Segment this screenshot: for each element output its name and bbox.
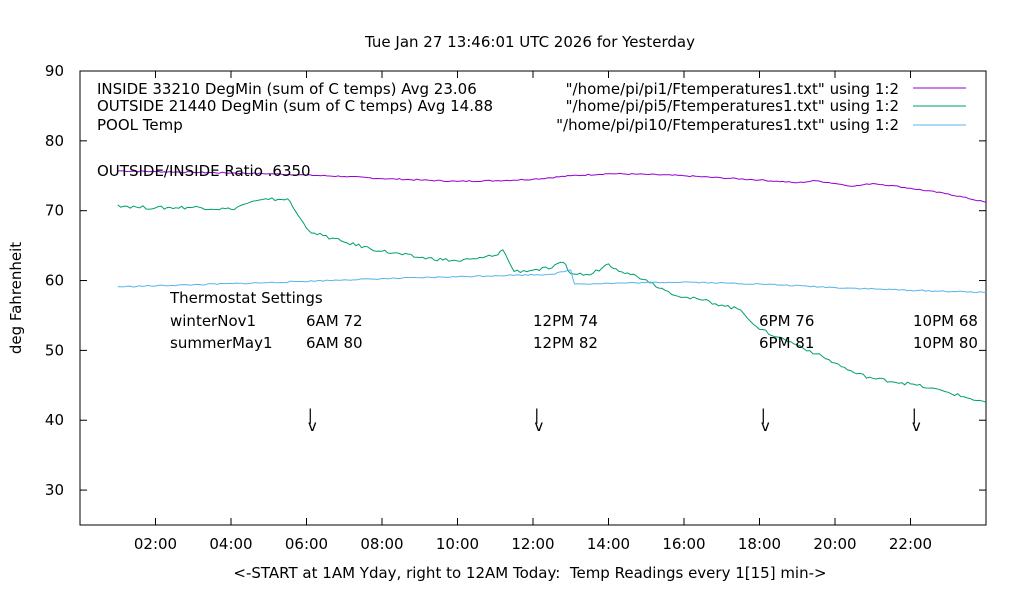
y-tick-label: 50 xyxy=(45,341,64,359)
marker-bar: | xyxy=(912,406,917,424)
y-tick-label: 70 xyxy=(45,202,64,220)
marker-arrow: v xyxy=(534,417,543,435)
legend: "/home/pi/pi1/Ftemperatures1.txt" using … xyxy=(556,80,966,134)
legend-entry-label: "/home/pi/pi10/Ftemperatures1.txt" using… xyxy=(556,116,899,134)
y-tick-label: 80 xyxy=(45,132,64,150)
summer-schedule-name: summerMay1 xyxy=(170,334,273,352)
x-tick-label: 08:00 xyxy=(360,535,403,553)
winter-setting: 6AM 72 xyxy=(306,312,363,330)
x-tick-label: 06:00 xyxy=(285,535,328,553)
series-line xyxy=(117,170,987,203)
winter-setting: 10PM 68 xyxy=(913,312,978,330)
marker-bar: | xyxy=(534,406,539,424)
y-tick-label: 30 xyxy=(45,481,64,499)
marker-bar: | xyxy=(761,406,766,424)
winter-schedule-name: winterNov1 xyxy=(170,312,256,330)
x-tick-label: 22:00 xyxy=(889,535,932,553)
winter-setting: 12PM 74 xyxy=(533,312,598,330)
series-line xyxy=(117,197,987,403)
y-tick-label: 90 xyxy=(45,62,64,80)
y-axis-label: deg Fahrenheit xyxy=(7,242,25,354)
x-tick-label: 04:00 xyxy=(209,535,252,553)
winter-setting: 6PM 76 xyxy=(759,312,814,330)
x-axis-label: <-START at 1AM Yday, right to 12AM Today… xyxy=(233,564,826,582)
y-tick-label: 40 xyxy=(45,411,64,429)
schedule-markers: |v|v|v|v xyxy=(308,406,921,435)
inside-annotation: INSIDE 33210 DegMin (sum of C temps) Avg… xyxy=(97,80,477,98)
x-tick-label: 20:00 xyxy=(813,535,856,553)
series-lines xyxy=(117,170,987,403)
x-tick-label: 16:00 xyxy=(662,535,705,553)
y-tick-label: 60 xyxy=(45,272,64,290)
legend-entry-label: "/home/pi/pi1/Ftemperatures1.txt" using … xyxy=(566,80,899,98)
series-line xyxy=(117,269,987,294)
summer-setting: 10PM 80 xyxy=(913,334,978,352)
y-axis: 30 40 50 60 70 80 90 xyxy=(45,62,986,499)
x-tick-label: 12:00 xyxy=(511,535,554,553)
summer-setting: 12PM 82 xyxy=(533,334,598,352)
thermostat-title: Thermostat Settings xyxy=(169,289,323,307)
ratio-annotation: OUTSIDE/INSIDE Ratio .6350 xyxy=(97,162,311,180)
chart-title: Tue Jan 27 13:46:01 UTC 2026 for Yesterd… xyxy=(364,33,695,51)
x-tick-label: 10:00 xyxy=(436,535,479,553)
marker-bar: | xyxy=(308,406,313,424)
x-tick-label: 18:00 xyxy=(738,535,781,553)
pool-annotation: POOL Temp xyxy=(97,116,183,134)
marker-arrow: v xyxy=(912,417,921,435)
x-axis: 02:00 04:00 06:00 08:00 10:00 12:00 14:00 16:00… xyxy=(134,71,932,553)
outside-annotation: OUTSIDE 21440 DegMin (sum of C temps) Av… xyxy=(97,97,493,115)
summer-setting: 6PM 81 xyxy=(759,334,814,352)
marker-arrow: v xyxy=(761,417,770,435)
summer-setting: 6AM 80 xyxy=(306,334,363,352)
x-tick-label: 02:00 xyxy=(134,535,177,553)
x-tick-label: 14:00 xyxy=(587,535,630,553)
legend-entry-label: "/home/pi/pi5/Ftemperatures1.txt" using … xyxy=(566,97,899,115)
marker-arrow: v xyxy=(308,417,317,435)
